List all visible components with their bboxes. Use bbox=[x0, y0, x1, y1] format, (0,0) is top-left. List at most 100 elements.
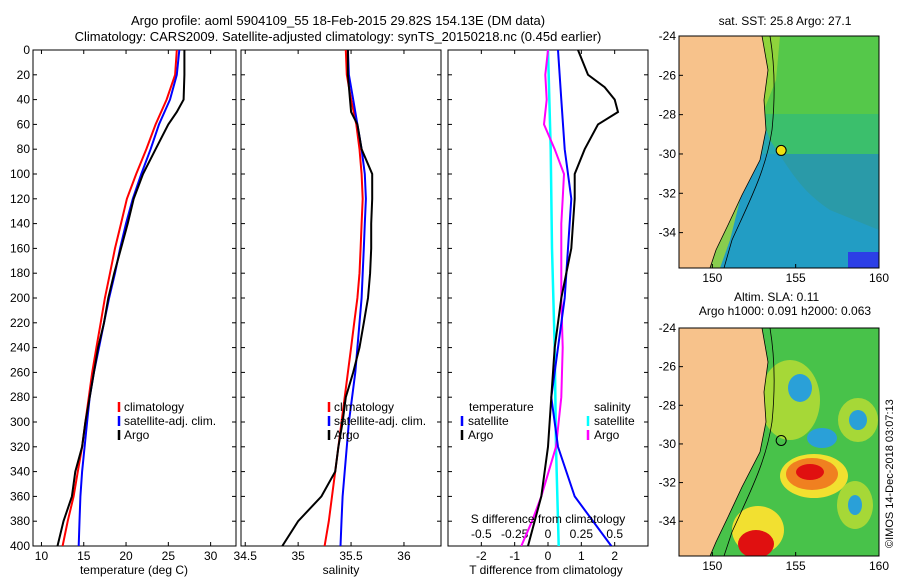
x-tick-label: 0 bbox=[545, 549, 552, 563]
sla-map-title-2: Argo h1000: 0.091 h2000: 0.063 bbox=[699, 304, 871, 318]
map-y-tick-label: -34 bbox=[659, 514, 677, 528]
temperature-xlabel: temperature (deg C) bbox=[80, 563, 188, 577]
map-y-tick-label: -26 bbox=[659, 68, 677, 82]
y-tick-label: 40 bbox=[17, 93, 31, 107]
figure-titles: Argo profile: aoml 5904109_55 18-Feb-201… bbox=[0, 13, 676, 45]
s-difference-satellite-line bbox=[546, 50, 560, 546]
x-tick-label: 30 bbox=[204, 549, 218, 563]
map-x-tick-label: 150 bbox=[702, 559, 722, 573]
temperature-climatology-line bbox=[61, 50, 178, 546]
legend-climatology-label: climatology bbox=[124, 400, 184, 414]
sla-isobath bbox=[723, 328, 775, 556]
title-line-1: Argo profile: aoml 5904109_55 18-Feb-201… bbox=[130, 13, 546, 28]
y-tick-label: 220 bbox=[10, 316, 30, 330]
sla-anomaly bbox=[848, 495, 862, 515]
y-tick-label: 340 bbox=[10, 465, 30, 479]
legend-salinity-title: salinity bbox=[594, 400, 631, 414]
title-line-2: Climatology: CARS2009. Satellite-adjuste… bbox=[74, 29, 602, 44]
map-y-tick-label: -34 bbox=[659, 226, 677, 240]
x-tick-label: 15 bbox=[77, 549, 91, 563]
x-tick-label: 10 bbox=[35, 549, 49, 563]
map-x-tick-label: 155 bbox=[786, 559, 806, 573]
temperature-panel: 10 15 20 25 30020406080100120140160180200220… bbox=[10, 43, 237, 577]
legend-argo-label: Argo bbox=[124, 428, 150, 442]
legend-s-satellite-label: satellite bbox=[594, 414, 635, 428]
x-tick-label: 34.5 bbox=[234, 549, 258, 563]
x-tick-label: -2 bbox=[476, 549, 487, 563]
legend-s-argo-label: Argo bbox=[594, 428, 620, 442]
y-tick-label: 240 bbox=[10, 341, 30, 355]
sla-anomaly bbox=[849, 410, 867, 430]
y-tick-label: 360 bbox=[10, 489, 30, 503]
s-x-tick-label: -0.25 bbox=[501, 527, 529, 541]
salinity-xlabel: salinity bbox=[323, 563, 360, 577]
legend-temperature-title: temperature bbox=[469, 400, 534, 414]
map-y-tick-label: -32 bbox=[659, 476, 677, 490]
y-tick-label: 100 bbox=[10, 167, 30, 181]
map-x-tick-label: 160 bbox=[869, 271, 889, 285]
sla-map-title-1: Altim. SLA: 0.11 bbox=[734, 290, 819, 304]
x-tick-label: 1 bbox=[578, 549, 585, 563]
y-tick-label: 380 bbox=[10, 514, 30, 528]
sst-isobath bbox=[723, 36, 775, 268]
s-x-tick-label: 0.5 bbox=[606, 527, 623, 541]
sla-axes-box bbox=[678, 327, 880, 557]
sst-cold-patch bbox=[848, 252, 879, 268]
map-x-tick-label: 155 bbox=[786, 271, 806, 285]
sst-land bbox=[679, 36, 769, 268]
temperature-axes-box bbox=[32, 49, 237, 547]
x-tick-label: -1 bbox=[509, 549, 520, 563]
map-y-tick-label: -28 bbox=[659, 398, 677, 412]
legend-t-satellite-label: satellite bbox=[468, 414, 509, 428]
y-tick-label: 180 bbox=[10, 266, 30, 280]
temperature-legend: climatology satellite-adj. clim. Argo bbox=[117, 400, 216, 442]
map-x-tick-label: 150 bbox=[702, 271, 722, 285]
y-tick-label: 320 bbox=[10, 440, 30, 454]
legend-t-argo-label: Argo bbox=[468, 428, 494, 442]
y-tick-label: 400 bbox=[10, 539, 30, 553]
y-tick-label: 60 bbox=[17, 117, 31, 131]
y-tick-label: 20 bbox=[17, 68, 31, 82]
y-tick-label: 140 bbox=[10, 217, 30, 231]
sla-anomaly bbox=[760, 360, 820, 440]
sst-argo-position-marker bbox=[775, 144, 787, 156]
salinity-legend: climatology satellite-adj. clim. Argo bbox=[327, 400, 426, 442]
sst-map: sat. SST: 25.8 Argo: 27.1 150 155 160 -24 -2… bbox=[659, 14, 890, 285]
sla-anomaly bbox=[788, 374, 812, 402]
s-x-tick-label: 0.25 bbox=[570, 527, 594, 541]
map-y-tick-label: -32 bbox=[659, 186, 677, 200]
x-tick-label: 35 bbox=[291, 549, 305, 563]
salinity-axes-box bbox=[240, 49, 442, 547]
y-tick-label: 80 bbox=[17, 142, 31, 156]
sst-axes-box bbox=[678, 35, 880, 269]
legend-satellite-label: satellite-adj. clim. bbox=[334, 414, 426, 428]
map-y-tick-label: -24 bbox=[659, 29, 677, 43]
sla-anomaly bbox=[807, 428, 837, 448]
x-tick-label: 35.5 bbox=[339, 549, 363, 563]
imos-watermark: ©IMOS 14-Dec-2018 03:07:13 bbox=[884, 399, 896, 548]
s-x-tick-label: 0 bbox=[545, 527, 552, 541]
sla-anomaly bbox=[738, 530, 774, 556]
x-tick-label: 2 bbox=[611, 549, 618, 563]
y-tick-label: 160 bbox=[10, 241, 30, 255]
legend-argo-label: Argo bbox=[334, 428, 360, 442]
s-difference-argo-line bbox=[520, 50, 566, 546]
map-x-tick-label: 160 bbox=[869, 559, 889, 573]
map-y-tick-label: -26 bbox=[659, 360, 677, 374]
sla-anomaly bbox=[796, 464, 824, 480]
y-tick-label: 200 bbox=[10, 291, 30, 305]
map-y-tick-label: -30 bbox=[659, 437, 677, 451]
x-tick-label: 25 bbox=[162, 549, 176, 563]
temperature-argo-line bbox=[56, 50, 186, 546]
sla-land bbox=[679, 328, 769, 556]
t-difference-xlabel: T difference from climatology bbox=[469, 563, 623, 577]
y-tick-label: 280 bbox=[10, 390, 30, 404]
y-tick-label: 120 bbox=[10, 192, 30, 206]
s-difference-xlabel: S difference from climatology bbox=[471, 512, 626, 526]
difference-panel: -2 -1 0 1 2 -0.5 -0.25 0 0.25 0.5 temperature sat… bbox=[447, 49, 649, 577]
map-y-tick-label: -30 bbox=[659, 147, 677, 161]
sla-argo-position-marker bbox=[775, 434, 787, 446]
x-tick-label: 36 bbox=[397, 549, 411, 563]
y-tick-label: 260 bbox=[10, 365, 30, 379]
y-tick-label: 0 bbox=[23, 43, 30, 57]
